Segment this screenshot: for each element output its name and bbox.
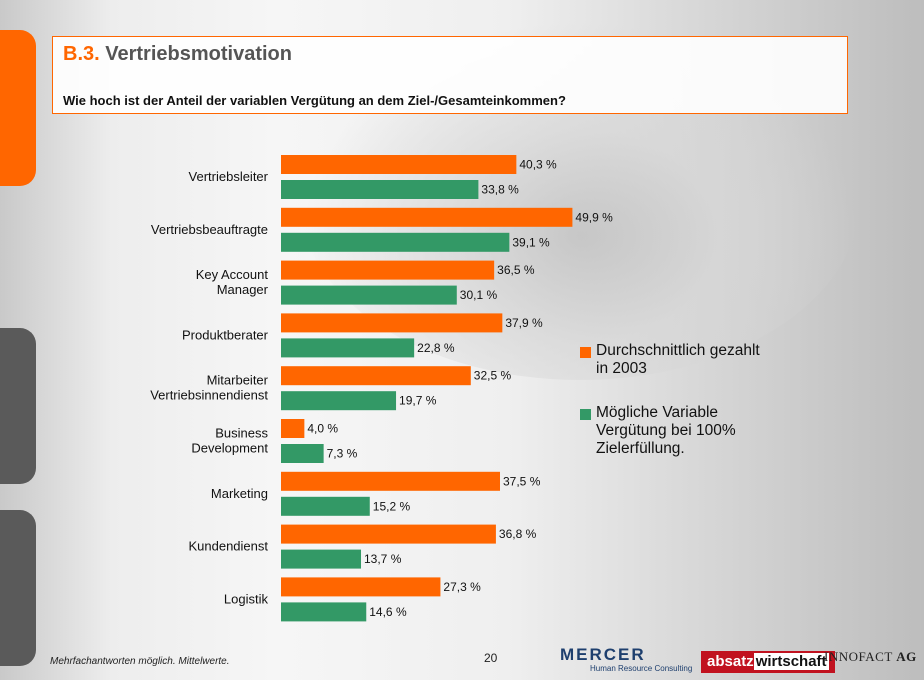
data-label: 19,7 % [399,394,437,408]
page-number: 20 [484,651,498,665]
bar-possible-variable [281,496,370,516]
section-number: B.3. [63,43,100,65]
data-label: 14,6 % [369,605,407,619]
innofact-logo: INNOFACT AG [824,649,917,665]
data-label: 37,9 % [505,316,543,330]
category-label: Marketing [211,486,268,501]
bar-possible-variable [281,285,457,305]
category-label: Vertriebsbeauftragte [151,222,268,237]
bar-paid-2003 [281,524,496,544]
bar-paid-2003 [281,419,305,438]
category-label: Vertriebsinnendienst [150,388,268,403]
section-title: Vertriebsmotivation [105,43,292,65]
bar-paid-2003 [281,366,471,386]
chart-legend: Durchschnittlich gezahlt in 2003 Mögliche … [580,342,820,484]
bar-possible-variable [281,180,479,199]
data-label: 33,8 % [481,183,519,197]
innofact-ag-text: AG [896,649,917,664]
data-label: 49,9 % [575,210,613,224]
data-label: 36,8 % [499,527,537,541]
category-label: Produktberater [182,327,269,342]
innofact-text: INNOFACT [824,649,893,664]
page-title: B.3. Vertriebsmotivation [63,43,292,66]
mercer-wordmark: MERCER [560,645,646,664]
bar-paid-2003 [281,577,441,597]
mercer-tagline: Human Resource Consulting [590,664,693,673]
legend-label: Durchschnittlich gezahlt [596,342,760,359]
legend-label: Mögliche Variable [596,404,719,421]
data-label: 15,2 % [373,499,411,513]
category-label: Mitarbeiter [207,373,269,388]
data-label: 4,0 % [307,422,338,436]
bar-paid-2003 [281,155,517,174]
side-tab-orange [0,30,36,186]
title-box: B.3. Vertriebsmotivation Wie hoch ist de… [52,36,848,114]
bar-paid-2003 [281,313,503,333]
data-label: 37,5 % [503,474,541,488]
footnote: Mehrfachantworten möglich. Mittelwerte. [50,656,230,667]
legend-label: Vergütung bei 100% [596,422,736,439]
data-label: 39,1 % [512,235,550,249]
category-label: Manager [217,282,269,297]
category-label: Business [215,426,268,441]
legend-swatch [580,409,591,420]
data-label: 7,3 % [327,447,358,461]
legend-swatch [580,347,591,358]
bar-possible-variable [281,602,367,622]
bar-possible-variable [281,338,415,358]
data-label: 27,3 % [443,580,481,594]
data-label: 36,5 % [497,263,535,277]
bar-possible-variable [281,391,397,411]
legend-label: Zielerfüllung. [596,440,685,457]
data-label: 32,5 % [474,369,512,383]
bar-possible-variable [281,549,362,569]
category-label: Key Account [196,267,269,282]
data-label: 13,7 % [364,552,402,566]
data-label: 30,1 % [460,288,498,302]
absatzwirtschaft-logo: absatz wirtschaft [701,651,835,673]
category-label: Development [191,441,268,456]
survey-question: Wie hoch ist der Anteil der variablen Ve… [63,93,566,108]
bar-paid-2003 [281,207,573,227]
side-tab-grey-1 [0,328,36,484]
side-tab-grey-2 [0,510,36,666]
wirtschaft-text: wirtschaft [753,653,829,670]
data-label: 40,3 % [519,158,557,172]
data-label: 22,8 % [417,341,455,355]
mercer-logo: MERCER Human Resource Consulting [560,645,693,674]
category-label: Vertriebsleiter [189,169,269,184]
bar-paid-2003 [281,260,495,280]
category-label: Logistik [224,591,269,606]
bar-paid-2003 [281,471,500,491]
bar-possible-variable [281,444,324,463]
bar-possible-variable [281,232,510,252]
category-label: Kundendienst [188,539,268,554]
legend-item: Durchschnittlich gezahlt in 2003 [580,342,820,378]
absatz-text: absatz [707,653,754,670]
legend-item: Mögliche Variable Vergütung bei 100% Ziele… [580,404,820,458]
legend-label: in 2003 [596,360,647,377]
